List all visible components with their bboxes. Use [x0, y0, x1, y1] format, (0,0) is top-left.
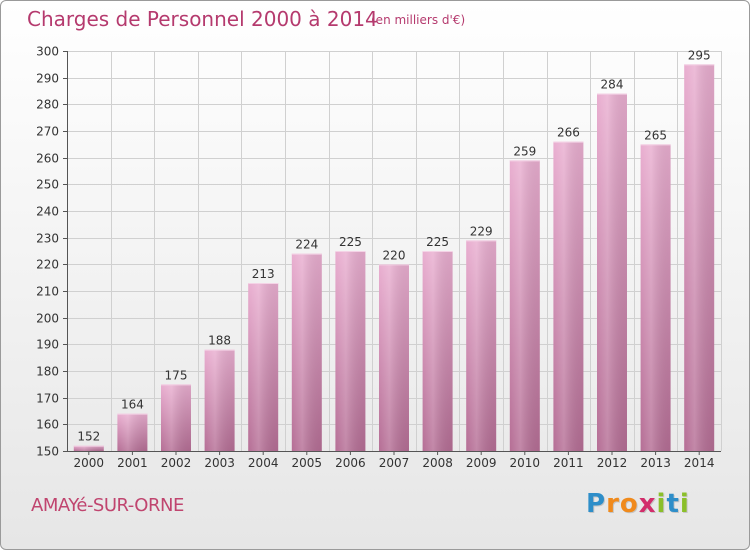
- data-label: 225: [426, 235, 449, 249]
- y-tick-label: 230: [36, 232, 59, 246]
- bars: 152 164 175 188 213 224 225 220 225 229 259 266 284 2…: [73, 48, 715, 452]
- bar-highlight: [204, 349, 235, 451]
- x-tick-label: 2004: [248, 456, 279, 470]
- y-tick-label: 150: [36, 445, 59, 459]
- data-label: 164: [121, 398, 144, 412]
- x-tick-label: 2000: [74, 456, 105, 470]
- y-tick-label: 210: [36, 285, 59, 299]
- data-label: 220: [383, 248, 406, 262]
- bar-highlight: [509, 160, 540, 452]
- bar-highlight: [597, 93, 627, 452]
- y-tick-label: 180: [36, 365, 59, 379]
- x-tick-label: 2014: [684, 456, 715, 470]
- bar-highlight: [466, 240, 497, 451]
- data-label: 265: [644, 128, 667, 142]
- bar-highlight: [117, 413, 148, 451]
- y-tick-label: 280: [36, 98, 59, 112]
- data-label: 295: [688, 48, 711, 62]
- y-tick-label: 190: [36, 338, 59, 352]
- commune-name: AMAYé-SUR-ORNE: [31, 495, 184, 516]
- bar-highlight: [161, 384, 191, 451]
- proxiti-logo: Proxiti: [586, 489, 690, 519]
- bar-highlight: [379, 264, 409, 451]
- logo-letter: i: [679, 489, 690, 519]
- logo-letter: r: [606, 489, 620, 519]
- y-tick-label: 160: [36, 418, 59, 432]
- logo-letter: P: [586, 489, 607, 519]
- y-tick-label: 250: [36, 178, 59, 192]
- x-tick-label: 2010: [510, 456, 541, 470]
- data-label: 259: [513, 144, 536, 158]
- x-tick-label: 2002: [161, 456, 192, 470]
- x-tick-label: 2013: [640, 456, 671, 470]
- bar-highlight: [335, 251, 366, 451]
- data-label: 152: [77, 430, 100, 444]
- x-tick-label: 2005: [292, 456, 323, 470]
- y-tick-label: 300: [36, 45, 59, 59]
- logo-letter: x: [638, 489, 657, 519]
- x-tick-label: 2001: [117, 456, 148, 470]
- y-tick-label: 220: [36, 258, 59, 272]
- x-tick-label: 2003: [204, 456, 235, 470]
- y-tick-label: 290: [36, 72, 59, 86]
- axes: 150 160 170 180 190 200 210 220 230 240 250 260 270 2…: [36, 45, 721, 470]
- data-label: 175: [165, 368, 188, 382]
- y-tick-label: 200: [36, 312, 59, 326]
- x-tick-label: 2012: [597, 456, 628, 470]
- data-label: 213: [252, 267, 275, 281]
- y-tick-label: 240: [36, 205, 59, 219]
- bar-highlight: [73, 445, 104, 451]
- bar-highlight: [291, 253, 322, 451]
- x-tick-label: 2009: [466, 456, 497, 470]
- y-tick-label: 260: [36, 152, 59, 166]
- data-label: 284: [601, 78, 624, 92]
- bar-highlight: [553, 141, 584, 451]
- data-label: 266: [557, 126, 580, 140]
- bar-highlight: [248, 283, 279, 451]
- data-label: 229: [470, 224, 493, 238]
- logo-letter: t: [666, 489, 680, 519]
- data-label: 224: [295, 238, 318, 252]
- bar-highlight: [640, 144, 671, 452]
- logo-letter: o: [619, 489, 639, 519]
- chart-title: Charges de Personnel 2000 à 2014: [27, 7, 378, 31]
- logo-letter: i: [656, 489, 667, 519]
- x-tick-label: 2006: [335, 456, 366, 470]
- y-tick-label: 270: [36, 125, 59, 139]
- data-label: 225: [339, 235, 362, 249]
- x-tick-label: 2007: [379, 456, 410, 470]
- y-tick-label: 170: [36, 392, 59, 406]
- bar-highlight: [684, 64, 715, 452]
- data-label: 188: [208, 334, 231, 348]
- chart-subtitle: (en milliers d'€): [371, 13, 466, 27]
- bar-highlight: [422, 251, 453, 451]
- x-tick-label: 2011: [553, 456, 584, 470]
- x-tick-label: 2008: [422, 456, 453, 470]
